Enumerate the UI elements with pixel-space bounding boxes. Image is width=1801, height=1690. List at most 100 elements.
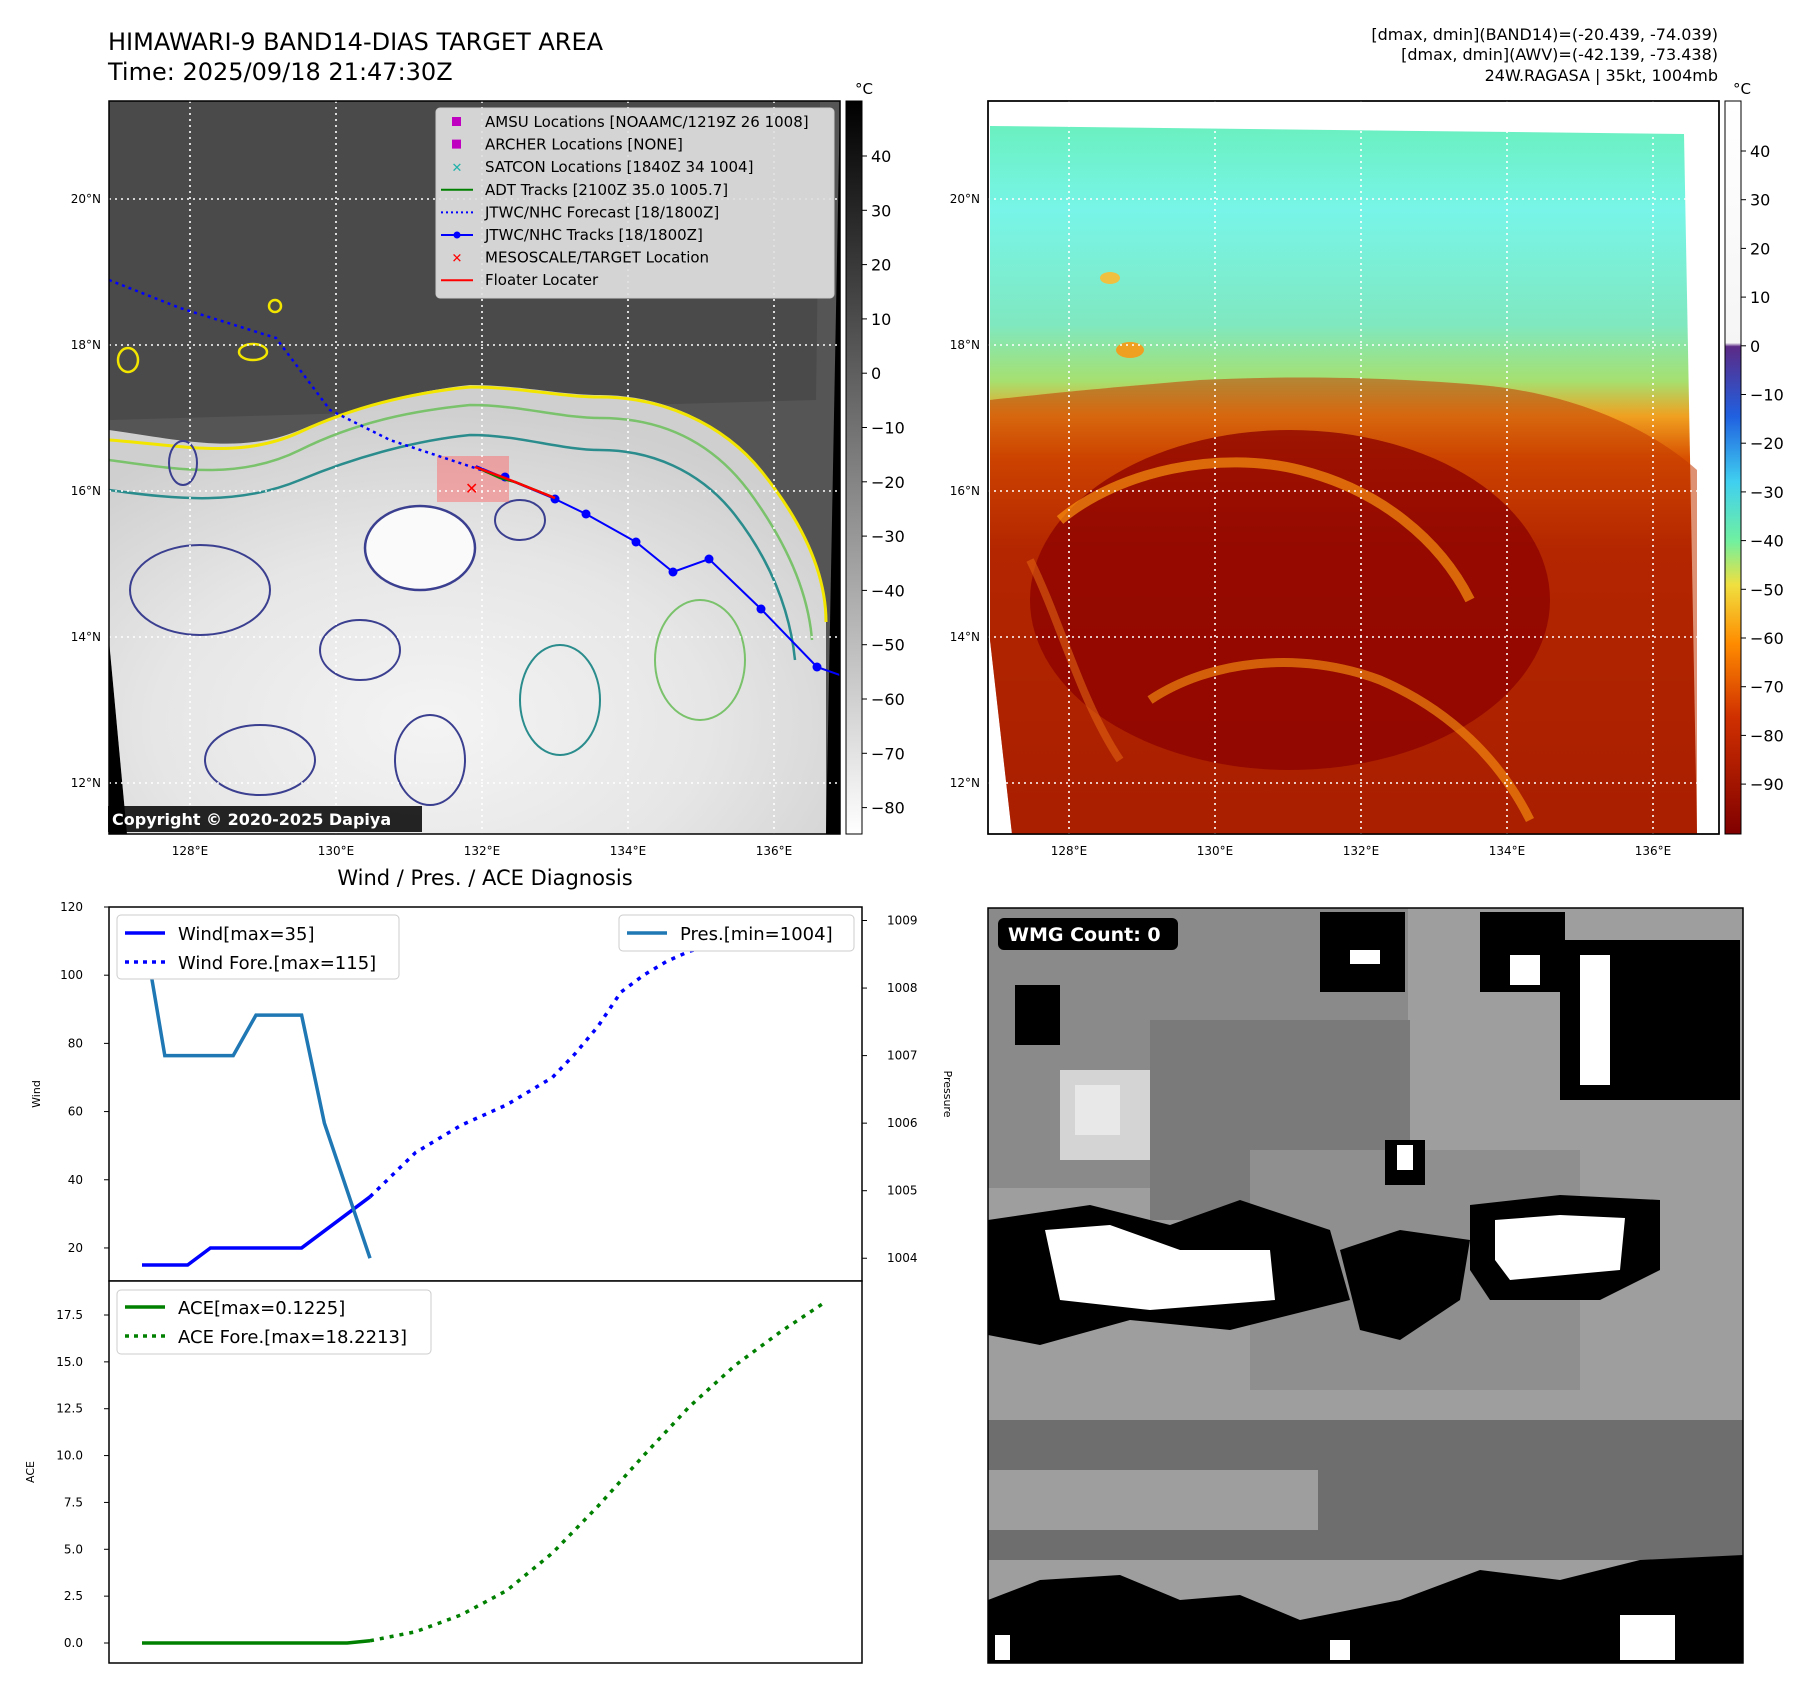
pres-ytick-label: 1009 xyxy=(887,914,918,928)
copyright-text: Copyright © 2020-2025 Dapiya xyxy=(112,810,391,829)
pres-ytick-label: 1008 xyxy=(887,981,918,995)
jtwc-forecast-track xyxy=(109,278,506,480)
legend-marker-x: ✕ xyxy=(452,252,463,267)
lon-tick-label: 132°E xyxy=(464,844,501,858)
wind-ytick-label: 100 xyxy=(60,968,83,982)
pres-yticks: 1004 1005 1006 1007 1008 1009 xyxy=(862,914,918,1265)
legend-item-label: AMSU Locations [NOAAMC/1219Z 26 1008] xyxy=(485,113,809,131)
cbar-tick-label: −30 xyxy=(1750,483,1784,502)
lat-tick-label: 12°N xyxy=(71,776,101,790)
target-location-marker: ✕ xyxy=(465,479,478,498)
lon-tick-label: 130°E xyxy=(318,844,355,858)
wind-legend-box xyxy=(116,914,400,980)
jtwc-track-point xyxy=(668,567,678,577)
cbar-tick-label: 10 xyxy=(1750,288,1770,307)
legend-marker-square xyxy=(452,139,461,149)
cbar-tick-label: −60 xyxy=(1750,629,1784,648)
ir-target-box xyxy=(437,456,509,502)
legend-item-label: ARCHER Locations [NONE] xyxy=(485,136,683,154)
ace-chart: ACE 0.0 2.5 5.0 7.5 10.0 12.5 15.0 17.5 ACE[max… xyxy=(24,1280,863,1664)
cbar-tick-label: −40 xyxy=(1750,532,1784,551)
legend-wind-fore-label: Wind Fore.[max=115] xyxy=(178,953,376,974)
wmg-image xyxy=(988,908,1743,1663)
legend-item-label: Floater Locater xyxy=(485,271,599,289)
ir-legend-items: AMSU Locations [NOAAMC/1219Z 26 1008] ARC… xyxy=(441,113,809,289)
ace-ytick-label: 12.5 xyxy=(56,1402,83,1416)
lat-tick-label: 20°N xyxy=(950,192,980,206)
pres-legend: Pres.[min=1004] xyxy=(618,914,855,952)
ir-cbar-ticks: 40 30 20 10 0 −10 −20 −30 −40 −50 −60 −70 −80 xyxy=(862,147,905,818)
wmg-bright-patch xyxy=(1075,1085,1120,1135)
wind-series xyxy=(140,920,827,1267)
header: HIMAWARI-9 BAND14-DIAS TARGET AREA Time:… xyxy=(107,25,1718,86)
wmg-white-band xyxy=(1495,1215,1625,1280)
ir-lon-labels: 128°E 130°E 132°E 134°E 136°E xyxy=(172,844,793,858)
lon-tick-label: 128°E xyxy=(172,844,209,858)
cbar-tick-label: −30 xyxy=(871,527,905,546)
lon-tick-label: 130°E xyxy=(1197,844,1234,858)
wind-ylabel: Wind xyxy=(30,1080,43,1108)
cbar-tick-label: −50 xyxy=(1750,580,1784,599)
wmg-black-feature xyxy=(1015,985,1060,1045)
cbar-tick-label: −80 xyxy=(871,799,905,818)
wv-lon-labels: 128°E 130°E 132°E 134°E 136°E xyxy=(1051,844,1672,858)
lat-tick-label: 18°N xyxy=(71,338,101,352)
pres-ytick-label: 1006 xyxy=(887,1116,918,1130)
wmg-black-bottom xyxy=(988,1555,1743,1663)
legend-marker-square xyxy=(452,117,461,126)
pres-ytick-label: 1004 xyxy=(887,1251,918,1265)
ir-contour-yellow-speck-3 xyxy=(267,298,283,314)
lon-tick-label: 136°E xyxy=(1635,844,1672,858)
figure-title: HIMAWARI-9 BAND14-DIAS TARGET AREA xyxy=(108,28,604,56)
ace-legend-box xyxy=(116,1289,432,1355)
legend-ace-fore-label: ACE Fore.[max=18.2213] xyxy=(178,1327,407,1348)
legend-pres-label: Pres.[min=1004] xyxy=(680,924,833,945)
ace-ytick-label: 2.5 xyxy=(64,1589,83,1603)
cbar-tick-label: −50 xyxy=(871,636,905,655)
ir-contour-navy-2 xyxy=(319,619,401,681)
ace-ylabel: ACE xyxy=(24,1461,37,1483)
lon-tick-label: 132°E xyxy=(1343,844,1380,858)
lon-tick-label: 134°E xyxy=(610,844,647,858)
lat-tick-label: 20°N xyxy=(71,192,101,206)
wind-ytick-label: 80 xyxy=(68,1036,83,1050)
wv-cloud-speck-1 xyxy=(1116,342,1144,358)
wmg-band xyxy=(988,1470,1318,1530)
cbar-tick-label: −70 xyxy=(1750,678,1784,697)
cbar-tick-label: −40 xyxy=(871,581,905,600)
ace-ytick-label: 17.5 xyxy=(56,1308,83,1322)
ir-lat-labels: 20°N 18°N 16°N 14°N 12°N xyxy=(71,192,101,790)
cbar-tick-label: −10 xyxy=(1750,386,1784,405)
pressure-line xyxy=(140,920,372,1259)
storm-info: 24W.RAGASA | 35kt, 1004mb xyxy=(1485,66,1718,85)
wv-map-border xyxy=(987,100,1720,835)
ir-cbar-unit: °C xyxy=(855,80,873,98)
wv-band-2 xyxy=(1147,658,1535,823)
ir-contour-navy-4 xyxy=(394,714,466,806)
ir-contour-yellow-speck-2 xyxy=(116,346,140,374)
ir-map-tracks: ✕ xyxy=(109,278,840,676)
wmg-count-text: WMG Count: 0 xyxy=(1008,924,1161,946)
ir-contour-teal-2 xyxy=(519,644,601,756)
wv-cbar-bar xyxy=(1724,100,1742,835)
lon-tick-label: 134°E xyxy=(1489,844,1526,858)
ir-map-panel: ✕ AMSU Locations [NOAAMC/1219Z 26 1008]A… xyxy=(71,80,905,858)
wmg-white-feature xyxy=(1330,1640,1350,1660)
pressure-ylabel: Pressure xyxy=(941,1071,954,1118)
lat-tick-label: 18°N xyxy=(950,338,980,352)
ir-cbar-bar xyxy=(845,100,863,835)
ace-forecast-line xyxy=(369,1300,827,1643)
pres-ytick-label: 1005 xyxy=(887,1184,918,1198)
lat-tick-label: 12°N xyxy=(950,776,980,790)
ace-legend: ACE[max=0.1225] ACE Fore.[max=18.2213] xyxy=(116,1289,432,1355)
copyright-badge xyxy=(108,806,422,832)
wv-band-1 xyxy=(1056,457,1475,603)
cbar-tick-label: −20 xyxy=(1750,434,1784,453)
wmg-white-feature xyxy=(1397,1145,1413,1170)
ace-ytick-label: 15.0 xyxy=(56,1355,83,1369)
wv-map-imagery xyxy=(990,126,1697,834)
cbar-tick-label: 40 xyxy=(871,147,891,166)
legend-marker-dot xyxy=(453,231,461,239)
lon-tick-label: 128°E xyxy=(1051,844,1088,858)
